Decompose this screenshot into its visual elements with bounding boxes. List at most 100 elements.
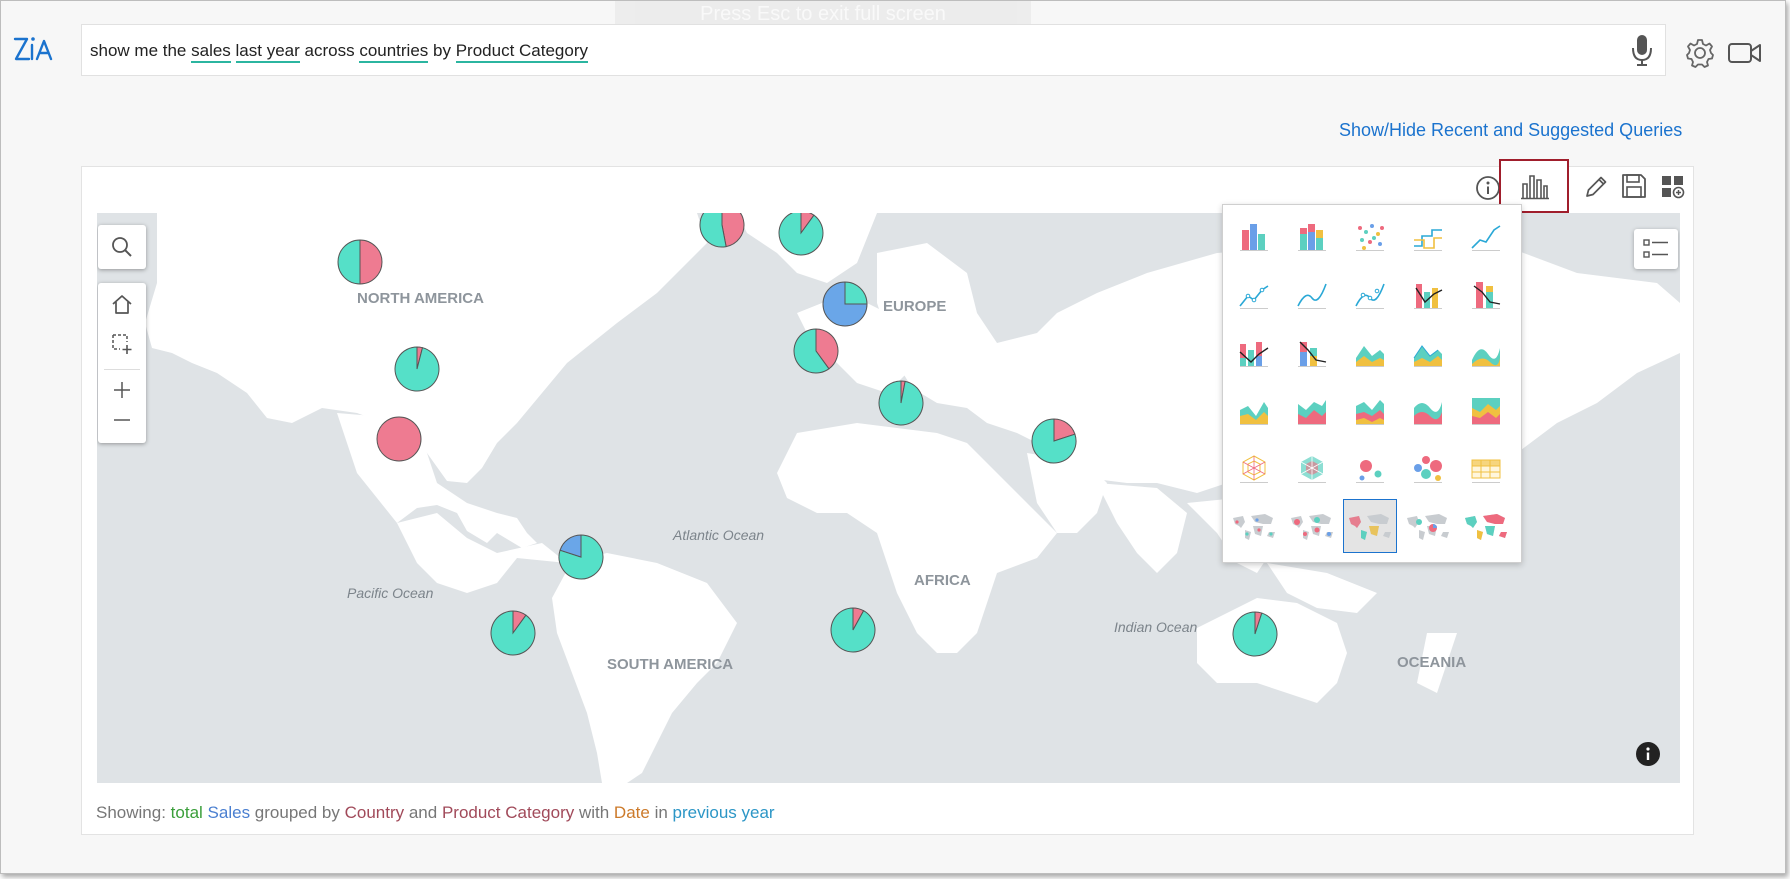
chart-option-bar[interactable] [1227,209,1281,263]
chart-option-line-points[interactable] [1227,267,1281,321]
chart-option-filled-web[interactable] [1285,441,1339,495]
country-pie-marker[interactable] [394,346,440,392]
country-pie-marker[interactable] [1031,418,1077,464]
pie-slice[interactable] [721,213,745,248]
pie-slice[interactable] [793,328,830,374]
legend-toggle-icon[interactable] [1634,229,1678,269]
pie-slice[interactable] [1031,418,1077,464]
chart-option-line[interactable] [1459,209,1513,263]
pie-slice[interactable] [830,607,876,653]
country-pie-marker[interactable] [1232,611,1278,657]
pie-slice[interactable] [878,380,924,426]
info-icon[interactable] [1475,175,1501,206]
pie-slice[interactable] [778,213,824,256]
chart-option-smooth-line[interactable] [1285,267,1339,321]
chart-type-palette [1222,204,1522,563]
zoom-in-icon[interactable] [98,371,146,409]
step-line-icon [1414,229,1442,251]
edit-pencil-icon[interactable] [1584,175,1608,204]
chart-option-stacked-bar-line[interactable] [1459,267,1513,321]
country-pie-marker[interactable] [822,281,868,327]
label-oceania: OCEANIA [1397,654,1467,671]
chart-option-stacked-area-2[interactable] [1285,383,1339,437]
chart-option-stacked-area-3[interactable] [1343,383,1397,437]
zia-logo [13,35,53,68]
country-pie-marker[interactable] [337,239,383,285]
pie-slice[interactable] [376,416,422,462]
line-points-icon [1239,285,1269,309]
pie-slice[interactable] [844,281,868,305]
settings-gear-icon[interactable] [1684,37,1716,74]
pie-slice[interactable] [1232,611,1278,657]
stacked-bar-line-3-icon [1298,341,1327,367]
save-icon[interactable] [1621,173,1647,204]
chart-option-step-line[interactable] [1401,209,1455,263]
chart-option-bubble[interactable] [1343,441,1397,495]
country-pie-marker[interactable] [778,213,824,256]
percentage-area-icon [1472,398,1500,425]
chart-option-web[interactable] [1227,441,1281,495]
video-camera-icon[interactable] [1728,42,1762,69]
chart-option-smooth-area[interactable] [1459,325,1513,379]
area-icon [1356,346,1384,367]
chart-option-area-points[interactable] [1401,325,1455,379]
chart-option-packed-bubble[interactable] [1401,441,1455,495]
chart-option-stacked-smooth-area[interactable] [1401,383,1455,437]
chart-option-geo-map-filled[interactable] [1459,499,1513,553]
chart-option-bar-line[interactable] [1401,267,1455,321]
country-pie-marker[interactable] [376,416,422,462]
map-search-control[interactable] [98,225,146,269]
country-pie-marker[interactable] [793,328,839,374]
chart-option-geo-map-pie[interactable] [1343,499,1397,553]
summary-aggregate: total [170,803,203,822]
pie-slice[interactable] [559,534,582,558]
chart-option-stacked-bar-line-2[interactable] [1227,325,1281,379]
map-info-icon[interactable] [1635,741,1661,772]
pie-slice[interactable] [490,610,536,656]
label-africa: AFRICA [914,572,971,589]
summary-period: previous year [672,803,775,822]
summary-date: Date [613,803,650,822]
chart-option-smooth-line-points[interactable] [1343,267,1397,321]
chart-option-stacked-area[interactable] [1227,383,1281,437]
pie-slice[interactable] [815,328,839,370]
chart-option-geo-map-scatter[interactable] [1401,499,1455,553]
pie-slice[interactable] [337,239,361,285]
search-bar[interactable]: show me the sales last year across count… [81,24,1666,76]
country-pie-marker[interactable] [699,213,745,248]
summary-measure: Sales [207,803,251,822]
pie-slice[interactable] [699,213,727,248]
home-icon[interactable] [98,285,146,323]
country-pie-marker[interactable] [490,610,536,656]
pie-slice[interactable] [822,281,868,327]
chart-option-scatter[interactable] [1343,209,1397,263]
query-keyword-countries: countries [359,41,429,63]
show-hide-queries-link[interactable]: Show/Hide Recent and Suggested Queries [1339,120,1683,140]
chart-option-area[interactable] [1343,325,1397,379]
chart-option-geo-map-bubble[interactable] [1285,499,1339,553]
line-icon [1471,225,1501,251]
label-atlantic-ocean: Atlantic Ocean [673,527,765,543]
smooth-line-icon [1297,283,1327,309]
label-indian-ocean: Indian Ocean [1114,619,1198,635]
search-icon[interactable] [98,228,146,266]
chart-option-geo-map-points[interactable] [1227,499,1281,553]
geo-map-pie-icon [1349,514,1391,540]
pie-slice[interactable] [394,346,440,392]
country-pie-marker[interactable] [878,380,924,426]
zoom-select-icon[interactable] [98,325,146,363]
zoom-out-icon[interactable] [98,401,146,439]
area-points-icon [1413,345,1442,367]
chart-option-percentage-area[interactable] [1459,383,1513,437]
query-text[interactable]: show me the sales last year across count… [90,41,588,63]
country-pie-marker[interactable] [830,607,876,653]
microphone-icon[interactable] [1631,33,1653,72]
chart-option-pivot-table[interactable] [1459,441,1513,495]
label-north-america: NORTH AMERICA [357,290,484,307]
chart-option-stacked-bar-line-3[interactable] [1285,325,1339,379]
pie-slice[interactable] [359,239,383,285]
country-pie-marker[interactable] [558,534,604,580]
chart-option-stacked-bar[interactable] [1285,209,1339,263]
add-to-dashboard-icon[interactable] [1661,175,1685,204]
